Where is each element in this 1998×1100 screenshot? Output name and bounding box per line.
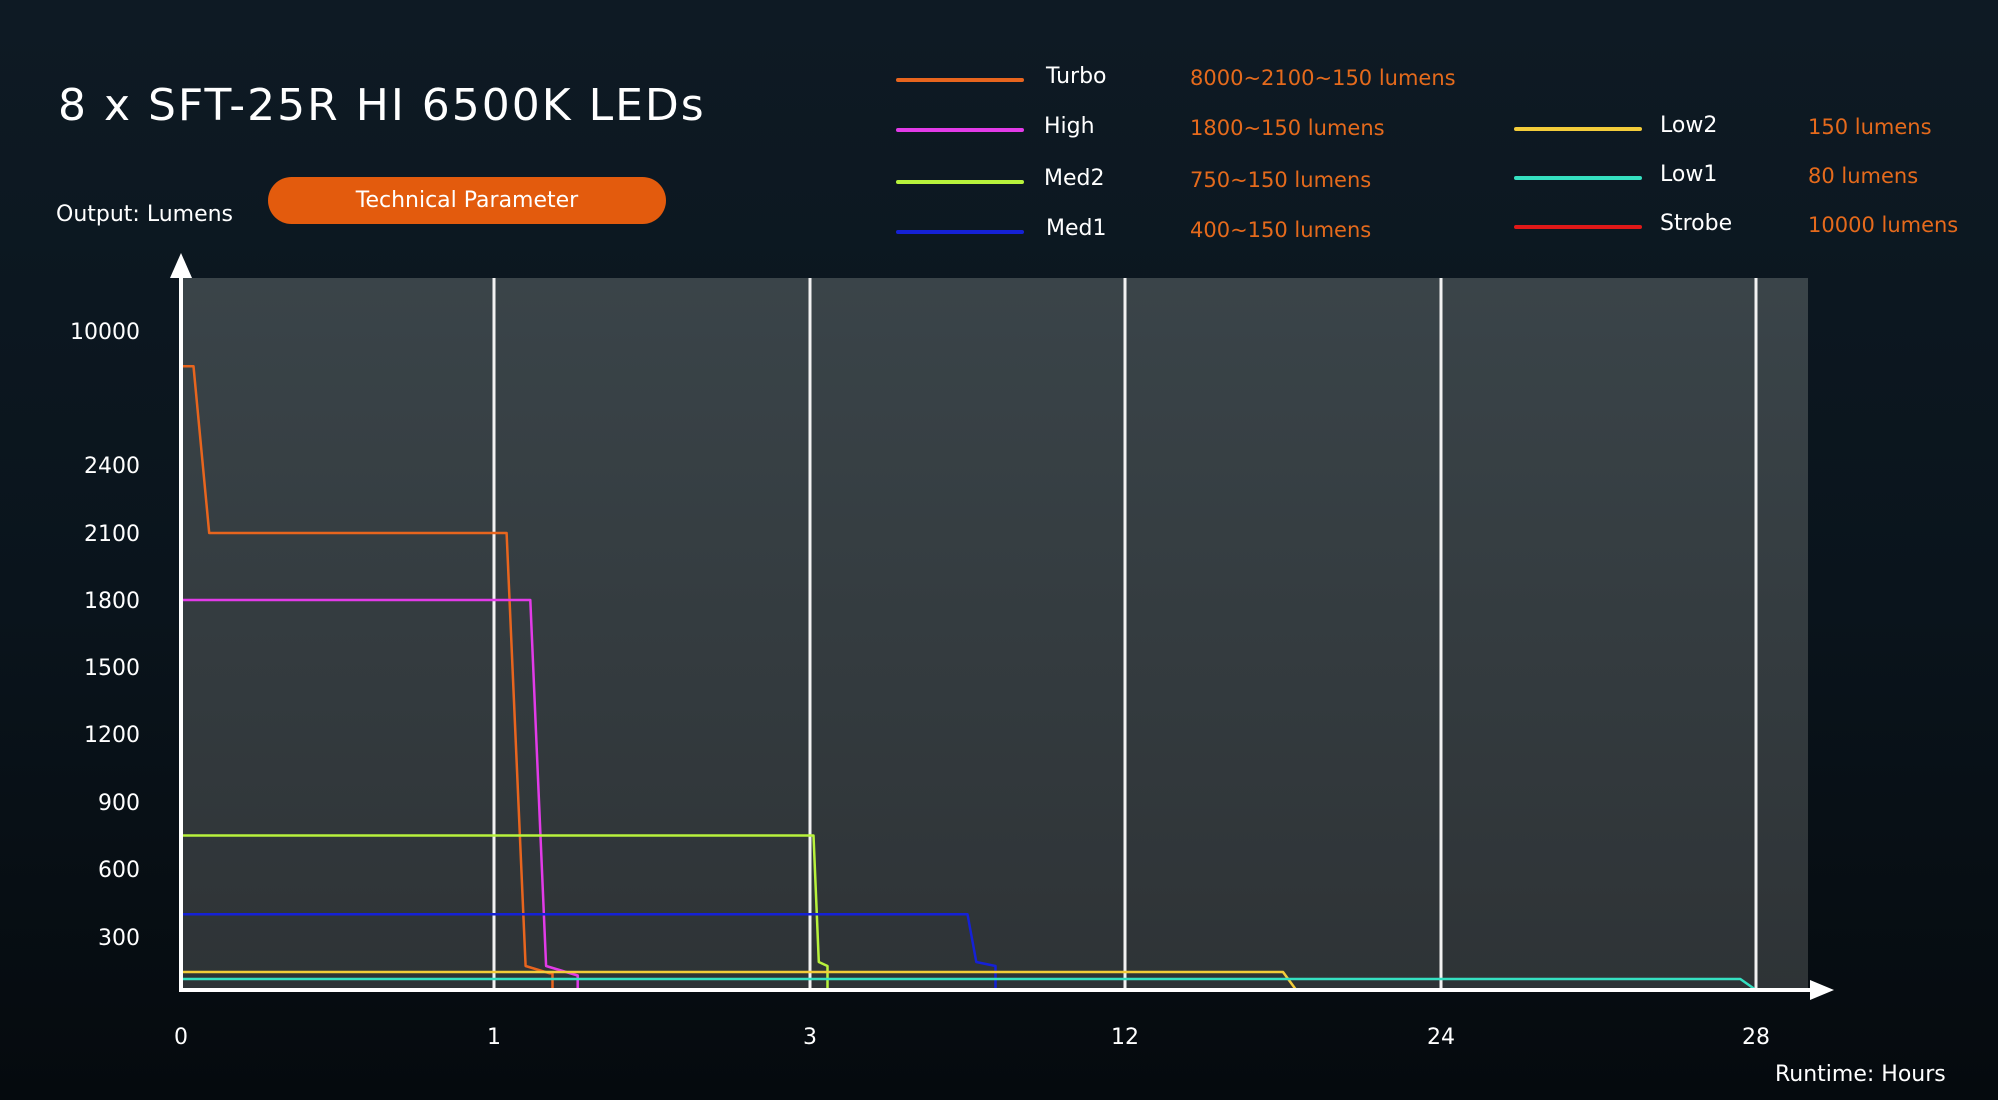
- y-tick-label-300: 300: [98, 926, 140, 951]
- tick-labels: 0 1 3 12 24 28 10000 2400 2100 1800 1500 1200 900 600…: [70, 320, 1770, 1050]
- series-line-low2: [181, 970, 1298, 991]
- legend-swatch: [1514, 127, 1642, 131]
- y-tick-label-2400: 2400: [84, 454, 140, 479]
- legend-label: Med1: [1046, 216, 1107, 241]
- legend-description: 150 lumens: [1808, 115, 1932, 139]
- legend-swatch: [1514, 225, 1642, 229]
- legend-description: 1800~150 lumens: [1190, 116, 1385, 140]
- x-tick-label-24: 24: [1427, 1025, 1455, 1050]
- y-tick-label-900: 900: [98, 791, 140, 816]
- y-tick-label-600: 600: [98, 858, 140, 883]
- x-tick-label-0: 0: [174, 1025, 188, 1050]
- legend-swatch: [896, 180, 1024, 184]
- legend-description: 10000 lumens: [1808, 213, 1959, 237]
- legend-description: 80 lumens: [1808, 164, 1919, 188]
- x-tick-label-28: 28: [1742, 1025, 1770, 1050]
- legend-description: 400~150 lumens: [1190, 218, 1372, 242]
- legend-label: Strobe: [1660, 211, 1733, 236]
- plot-area: [181, 278, 1808, 991]
- legend-description: 750~150 lumens: [1190, 168, 1372, 192]
- legend-label: High: [1044, 114, 1095, 139]
- legend-swatch: [896, 78, 1024, 82]
- y-axis-arrow: [170, 253, 192, 278]
- x-tick-label-12: 12: [1111, 1025, 1139, 1050]
- grid-lines: [492, 278, 1758, 990]
- legend-description: 8000~2100~150 lumens: [1190, 66, 1456, 90]
- x-tick-label-1: 1: [487, 1025, 501, 1050]
- y-tick-label-1500: 1500: [84, 656, 140, 681]
- legend-swatch: [1514, 176, 1642, 180]
- legend-label: Turbo: [1046, 64, 1107, 89]
- y-tick-label-10000: 10000: [70, 320, 140, 345]
- x-tick-label-3: 3: [803, 1025, 817, 1050]
- legend-label: Low1: [1660, 162, 1718, 187]
- technical-parameter-button[interactable]: Technical Parameter: [268, 177, 666, 224]
- y-tick-label-1200: 1200: [84, 723, 140, 748]
- series-line-med2: [181, 834, 829, 990]
- legend-label: Low2: [1660, 113, 1718, 138]
- x-axis-title: Runtime: Hours: [1775, 1062, 1946, 1087]
- series-line-low1: [181, 977, 1757, 992]
- axes: [170, 253, 1834, 1000]
- series-lines: [181, 365, 1757, 992]
- chart-title: 8 x SFT-25R HI 6500K LEDs: [58, 80, 706, 131]
- y-tick-label-1800: 1800: [84, 589, 140, 614]
- legend-label: Med2: [1044, 166, 1105, 191]
- legend-swatch: [896, 230, 1024, 234]
- y-tick-label-2100: 2100: [84, 522, 140, 547]
- series-line-high: [181, 598, 579, 990]
- y-axis-title: Output: Lumens: [56, 202, 234, 227]
- series-line-med1: [181, 913, 997, 990]
- x-axis-arrow: [1810, 980, 1834, 1000]
- legend-swatch: [896, 128, 1024, 132]
